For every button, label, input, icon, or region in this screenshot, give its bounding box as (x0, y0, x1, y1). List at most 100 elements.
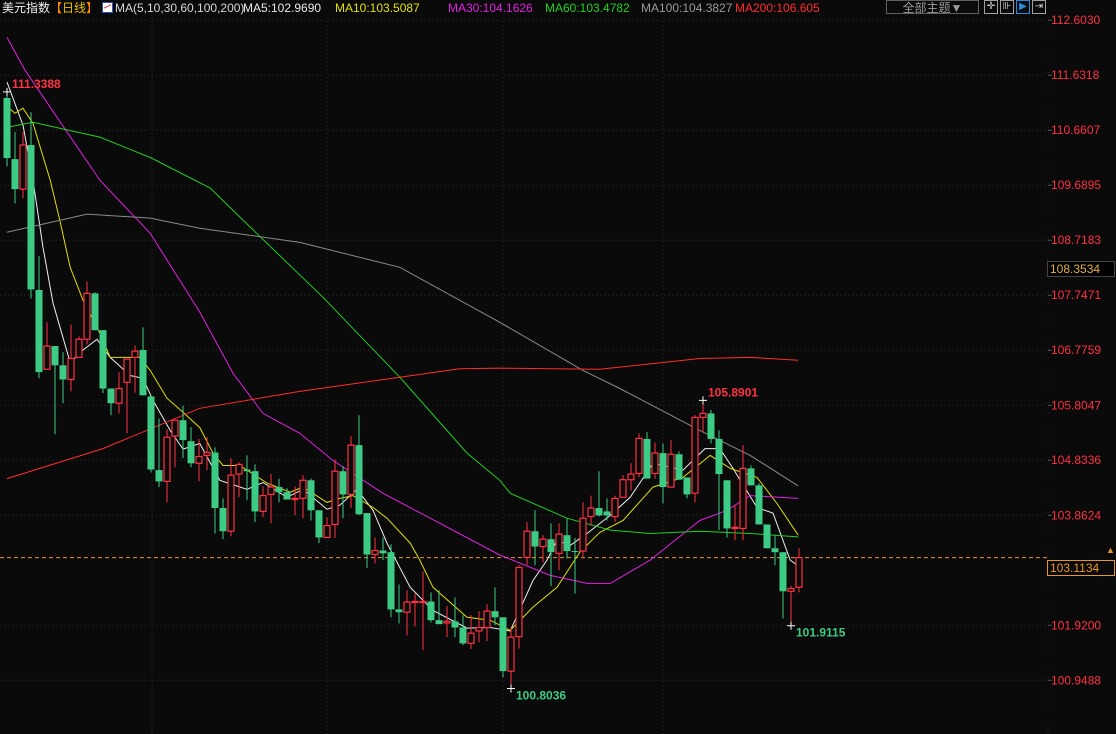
candle-body (643, 438, 651, 479)
interval-icon[interactable]: ⊪ (1000, 0, 1014, 14)
candle-body (491, 611, 499, 618)
candle (387, 544, 395, 618)
candle (75, 336, 83, 358)
period-label[interactable]: 【日线】 (50, 0, 98, 17)
candle-body (99, 330, 107, 389)
candle-body (507, 636, 515, 672)
candle-body (659, 453, 667, 488)
candle-body (411, 600, 419, 604)
candle (219, 498, 227, 540)
candle-body (675, 454, 683, 480)
candle-body (403, 601, 411, 613)
candle-body (227, 474, 235, 532)
candle-body (627, 473, 635, 481)
candle-body (179, 420, 187, 441)
move-right-icon[interactable]: ⇥ (1032, 0, 1046, 14)
y-tick-label: 106.7759 (1051, 343, 1101, 357)
crosshair-icon[interactable]: ✛ (984, 0, 998, 14)
candle (259, 486, 267, 518)
moving-average-lines (6, 37, 799, 632)
candle-body (683, 477, 691, 495)
candle (163, 429, 171, 503)
candle-body (731, 526, 739, 530)
candle-body (331, 470, 339, 526)
candle-body (339, 471, 347, 495)
candle-body (91, 293, 99, 331)
candle-body (259, 494, 267, 513)
extreme-marker-icon (787, 621, 795, 630)
candle-body (563, 535, 571, 552)
candle (123, 358, 131, 434)
candle (147, 396, 155, 473)
candle-body (43, 345, 51, 370)
candle (91, 292, 99, 331)
candle (339, 466, 347, 519)
candle (251, 464, 259, 523)
candle (419, 571, 427, 651)
y-tick-label: 108.7183 (1051, 233, 1101, 247)
candle (179, 405, 187, 459)
candle-body (347, 444, 355, 496)
y-tick-label: 107.7471 (1051, 288, 1101, 302)
candle-body (27, 144, 35, 290)
candle-body (251, 471, 259, 512)
candle-body (539, 538, 547, 548)
candle (99, 330, 107, 394)
high-price-label: 105.8901 (708, 385, 758, 399)
ma60-value: MA60:103.4782 (545, 1, 630, 15)
low-price-label: 101.9115 (796, 626, 846, 640)
play-range-icon[interactable]: ▶ (1016, 0, 1030, 14)
candle (531, 510, 539, 566)
candle (243, 455, 251, 501)
candle (315, 510, 323, 544)
candle-body (779, 552, 787, 592)
candle (675, 451, 683, 480)
ma-settings-label[interactable]: MA(5,10,30,60,100,200) (115, 1, 245, 15)
candle-body (523, 530, 531, 558)
candle (235, 462, 243, 498)
candle (299, 475, 307, 519)
indicator-chart-icon[interactable] (102, 2, 113, 13)
candle (187, 427, 195, 468)
candle-body (547, 539, 555, 553)
candle (291, 486, 299, 516)
theme-dropdown[interactable]: 全部主题▼ (886, 0, 979, 15)
candle (587, 495, 595, 526)
candle-body (667, 453, 675, 488)
candle (763, 524, 771, 549)
candle-body (603, 511, 611, 516)
candle (611, 495, 619, 523)
ma60-line (6, 121, 799, 538)
y-tick-label: 100.9488 (1051, 673, 1101, 687)
extreme-marker-icon (3, 87, 11, 96)
candle-body (387, 552, 395, 610)
candle (395, 584, 403, 624)
candle-body (723, 480, 731, 529)
ma5-line (6, 81, 799, 632)
y-tick-label: 105.8047 (1051, 398, 1101, 412)
candle-body (555, 533, 563, 554)
gridlines (0, 17, 1048, 734)
candle (323, 517, 331, 539)
candle (371, 537, 379, 564)
candle-body (83, 292, 91, 340)
y-tick-label: 103.8624 (1051, 508, 1101, 522)
candle (715, 430, 723, 531)
candle (403, 590, 411, 636)
ma10-value: MA10:103.5087 (335, 1, 420, 15)
candle (595, 471, 603, 517)
candle (283, 488, 291, 500)
candle-body (699, 412, 707, 419)
candle-body (443, 620, 451, 624)
candle (635, 433, 643, 478)
candle-body (307, 480, 315, 511)
instrument-title: 美元指数 (2, 1, 51, 15)
candle (667, 440, 675, 488)
chart-header: 美元指数 【日线】 MA(5,10,30,60,100,200) MA5:102… (0, 0, 1116, 17)
candle-body (515, 566, 523, 638)
candle-body (163, 436, 171, 483)
high-price-label: 111.3388 (12, 77, 61, 91)
ma100-value: MA100:104.3827 (641, 1, 733, 15)
candle-body (499, 617, 507, 672)
